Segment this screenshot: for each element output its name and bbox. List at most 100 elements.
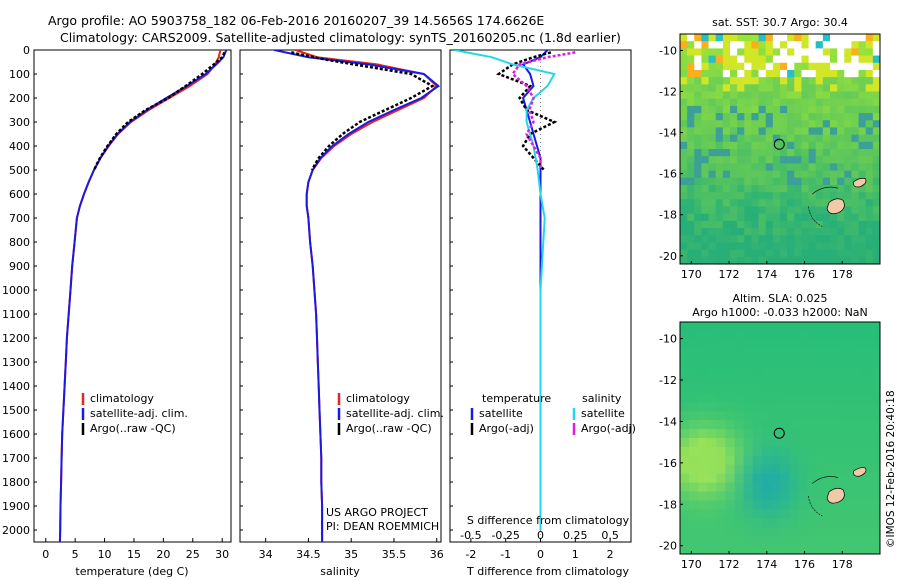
map-cell <box>780 170 788 179</box>
map-cell <box>708 84 717 93</box>
map-cell <box>737 34 745 42</box>
map-cell <box>765 199 774 208</box>
map-cell <box>752 411 763 421</box>
map-cell <box>794 34 803 42</box>
map-cell <box>798 330 808 341</box>
map-cell <box>807 393 817 403</box>
map-cell <box>698 438 708 448</box>
map-cell <box>751 213 760 222</box>
map-cell <box>752 330 763 341</box>
map-cell <box>870 545 880 554</box>
map-cell <box>870 464 880 475</box>
map-cell <box>737 69 745 78</box>
map-cell <box>680 545 690 554</box>
map-cell <box>816 330 827 341</box>
map-cell <box>701 206 710 215</box>
map-cell <box>722 177 731 186</box>
map-cell <box>716 339 727 350</box>
map-cell <box>822 77 831 85</box>
map-cell <box>708 220 717 229</box>
x-tick-label: 176 <box>794 558 815 571</box>
map-cell <box>837 213 845 222</box>
map-cell <box>852 330 863 341</box>
map-cell <box>844 170 853 179</box>
map-cell <box>780 235 788 244</box>
map-cell <box>765 98 774 107</box>
map-cell <box>722 256 731 264</box>
map-cell <box>837 235 845 244</box>
map-cell <box>687 134 695 143</box>
map-cell <box>752 473 763 484</box>
map-cell <box>708 163 717 172</box>
map-cell <box>734 366 745 377</box>
map-cell <box>789 429 799 439</box>
map-cell <box>837 134 845 143</box>
map-cell <box>870 536 880 546</box>
map-cell <box>752 527 763 537</box>
map-cell <box>798 491 808 502</box>
map-cell <box>844 91 853 100</box>
map-cell <box>815 235 824 244</box>
map-cell <box>861 473 872 484</box>
map-cell <box>761 491 772 502</box>
map-cell <box>743 527 754 537</box>
map-cell <box>851 249 860 258</box>
map-cell <box>872 192 880 200</box>
map-cell <box>680 105 688 114</box>
map-cell <box>761 482 772 493</box>
map-cell <box>837 48 845 57</box>
sst-map-title: sat. SST: 30.7 Argo: 30.4 <box>712 16 848 29</box>
map-cell <box>844 192 853 200</box>
map-cell <box>830 192 838 200</box>
map-cell <box>834 536 845 546</box>
map-cell <box>794 177 803 186</box>
map-cell <box>707 464 717 475</box>
map-cell <box>808 213 817 222</box>
map-cell <box>751 34 760 42</box>
map-cell <box>865 213 874 222</box>
map-cell <box>743 420 754 430</box>
map-cell <box>716 375 727 386</box>
map-cell <box>715 127 724 136</box>
map-cell <box>751 77 760 85</box>
map-cell <box>843 348 854 359</box>
map-cell <box>870 330 880 341</box>
map-cell <box>765 220 774 229</box>
map-cell <box>701 177 710 186</box>
map-cell <box>680 348 690 359</box>
map-cell <box>870 393 880 403</box>
map-cell <box>730 220 738 229</box>
map-cell <box>815 177 824 186</box>
salinity-legend: climatology satellite-adj. clim. Argo(..… <box>337 392 444 435</box>
map-cell <box>761 455 772 466</box>
map-cell <box>825 446 836 457</box>
map-cell <box>865 177 874 186</box>
map-cell <box>851 242 860 251</box>
map-cell <box>851 105 860 114</box>
map-cell <box>837 55 845 64</box>
map-cell <box>694 77 703 85</box>
map-cell <box>734 393 745 403</box>
map-cell <box>701 98 710 107</box>
map-cell <box>772 41 781 49</box>
map-cell <box>794 62 803 71</box>
map-cell <box>858 105 867 114</box>
map-cell <box>694 256 703 264</box>
map-cell <box>837 105 845 114</box>
map-cell <box>807 429 817 439</box>
map-cell <box>837 184 845 193</box>
map-cell <box>725 411 736 421</box>
island-viti-levu <box>826 487 845 504</box>
map-cell <box>851 213 860 222</box>
map-cell <box>843 339 854 350</box>
map-cell <box>730 228 738 236</box>
map-cell <box>865 256 874 264</box>
x-tick-label: -2 <box>465 548 476 561</box>
map-cell <box>787 213 795 222</box>
x-tick-label: 170 <box>681 268 702 281</box>
island-vanua-levu <box>853 177 867 188</box>
map-cell <box>801 105 810 114</box>
map-cell <box>694 91 703 100</box>
map-cell <box>701 91 710 100</box>
map-cell <box>701 213 710 222</box>
